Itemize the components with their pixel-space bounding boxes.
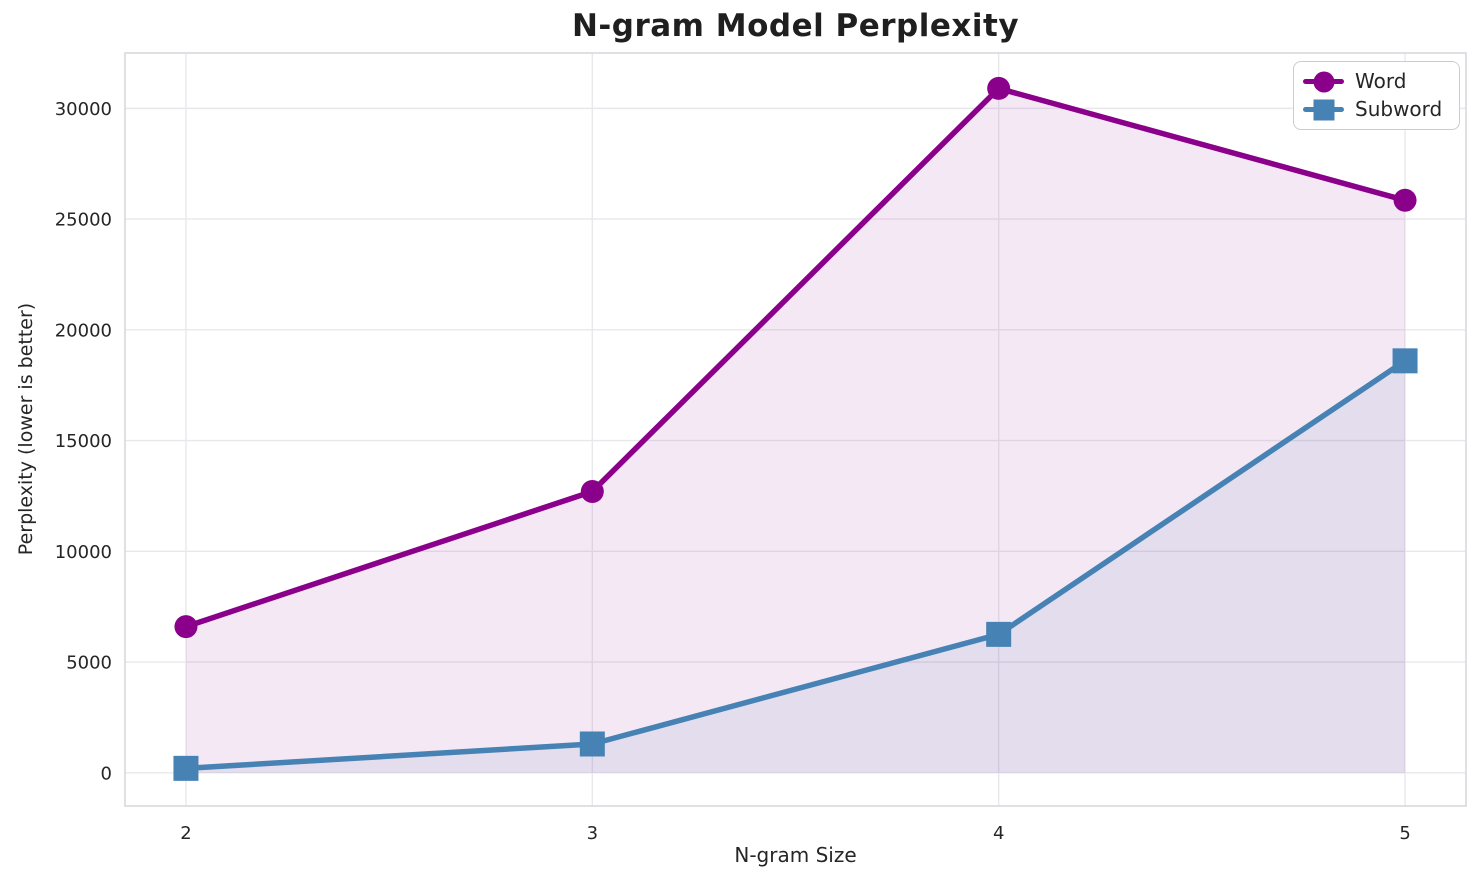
word-legend-swatch	[1303, 69, 1344, 94]
subword-data-point	[986, 621, 1012, 647]
chart-title: N-gram Model Perplexity	[571, 8, 1020, 44]
x-tick-label: 2	[180, 823, 191, 844]
legend-entry-word: Word	[1303, 69, 1449, 94]
word-series-line	[183, 85, 1408, 630]
y-tick-label: 25000	[55, 210, 112, 231]
plot-border	[124, 52, 1467, 807]
legend-label-subword: Subword	[1355, 97, 1443, 121]
x-tick-label: 4	[993, 823, 1004, 844]
x-axis-label: N-gram Size	[734, 843, 857, 867]
subword-series-line	[183, 358, 1408, 772]
subword-data-point	[579, 731, 605, 757]
subword-square-marker-icon	[1313, 99, 1334, 120]
word-data-point	[174, 615, 198, 639]
x-tick-label: 3	[587, 823, 598, 844]
y-axis-label: Perplexity (lower is better)	[15, 302, 37, 556]
subword-area-fill	[185, 360, 1406, 773]
y-tick-label: 20000	[55, 320, 112, 341]
x-tick-label: 5	[1399, 823, 1410, 844]
subword-data-point	[173, 755, 199, 781]
word-data-point	[1393, 188, 1417, 212]
y-tick-label: 0	[101, 763, 112, 784]
word-data-point	[580, 480, 604, 504]
y-tick-label: 15000	[55, 431, 112, 452]
legend: Word Subword	[1293, 61, 1460, 130]
legend-entry-subword: Subword	[1303, 97, 1449, 122]
y-tick-label: 5000	[66, 653, 112, 674]
word-circle-marker-icon	[1313, 71, 1334, 92]
subword-data-point	[1392, 348, 1418, 374]
word-data-point	[987, 76, 1011, 100]
word-area-fill	[185, 88, 1406, 773]
subword-legend-swatch	[1303, 97, 1344, 122]
y-tick-label: 30000	[55, 99, 112, 120]
legend-label-word: Word	[1355, 69, 1407, 93]
y-tick-label: 10000	[55, 542, 112, 563]
